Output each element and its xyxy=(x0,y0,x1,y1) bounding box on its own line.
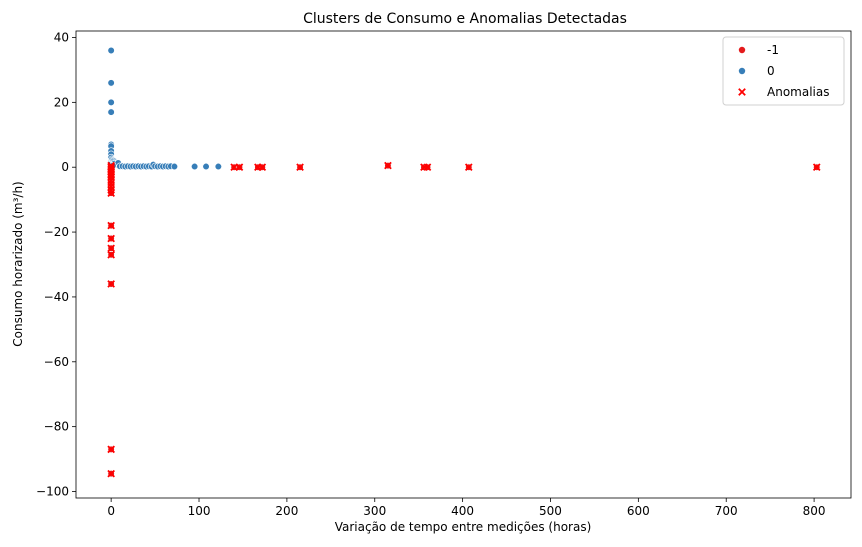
cluster-0-point xyxy=(214,162,222,171)
cluster-0-point xyxy=(107,46,115,55)
anomaly-marker-stroke xyxy=(107,445,115,454)
legend-marker-cluster-0 xyxy=(738,67,746,75)
data-points xyxy=(107,46,821,478)
plot-area xyxy=(75,30,852,499)
anomaly-marker xyxy=(107,234,115,243)
anomaly-marker xyxy=(296,163,304,172)
legend-label-cluster-0: 0 xyxy=(767,64,775,78)
anomaly-marker xyxy=(235,163,244,172)
anomaly-marker-stroke xyxy=(107,189,115,197)
x-axis: 0 100 200 300 400 500 600 700 800 xyxy=(107,498,826,518)
cluster-0-point xyxy=(170,162,179,171)
anomaly-marker-stroke xyxy=(812,163,821,172)
x-tick-label: 700 xyxy=(715,504,738,518)
x-tick-label: 500 xyxy=(539,504,562,518)
legend-x-marker-stroke xyxy=(738,88,746,96)
anomaly-marker-stroke xyxy=(107,250,115,259)
legend-label-anomalias: Anomalias xyxy=(767,85,829,99)
y-tick-label: −40 xyxy=(44,290,69,304)
cluster-0-point xyxy=(107,79,115,87)
anomaly-marker-stroke xyxy=(107,244,115,253)
chart-title: Clusters de Consumo e Anomalias Detectad… xyxy=(303,11,627,27)
x-tick-label: 800 xyxy=(803,504,826,518)
x-tick-label: 0 xyxy=(107,504,115,518)
anomaly-marker xyxy=(107,244,115,253)
anomaly-marker xyxy=(107,221,115,230)
anomaly-marker-stroke xyxy=(107,221,115,230)
anomaly-marker xyxy=(258,163,267,172)
cluster-0-point xyxy=(202,162,210,171)
x-tick-label: 400 xyxy=(451,504,474,518)
y-tick-label: −80 xyxy=(44,420,69,434)
anomaly-marker xyxy=(107,445,115,454)
y-tick-label: 40 xyxy=(54,30,69,44)
y-axis: −100 −80 −60 −40 −20 0 20 40 xyxy=(36,30,76,499)
anomaly-marker-stroke xyxy=(423,163,432,172)
anomaly-marker-stroke xyxy=(235,163,244,172)
legend-box xyxy=(722,36,845,106)
cluster-0-point xyxy=(191,162,199,171)
cluster-0-point xyxy=(107,108,115,116)
y-tick-label: 20 xyxy=(54,95,69,109)
anomaly-marker-stroke xyxy=(464,163,473,172)
anomaly-marker-stroke xyxy=(296,163,304,172)
anomaly-marker-stroke xyxy=(107,469,115,478)
y-tick-label: −60 xyxy=(44,355,69,369)
anomaly-marker-stroke xyxy=(384,161,392,170)
anomaly-marker xyxy=(384,161,392,170)
legend-x-marker xyxy=(738,88,746,96)
x-axis-label: Variação de tempo entre medições (horas) xyxy=(335,520,592,534)
anomaly-marker-stroke xyxy=(107,234,115,243)
x-tick-label: 600 xyxy=(627,504,650,518)
anomaly-marker-stroke xyxy=(107,280,115,288)
y-tick-label: 0 xyxy=(61,160,69,174)
anomaly-marker xyxy=(107,280,115,288)
y-axis-label: Consumo horarizado (m³/h) xyxy=(11,181,25,346)
legend-label-cluster-neg1: -1 xyxy=(767,43,779,57)
anomaly-marker xyxy=(107,189,115,197)
y-tick-label: −20 xyxy=(44,225,69,239)
anomaly-marker xyxy=(464,163,473,172)
cluster-0-point xyxy=(107,98,115,106)
anomaly-marker xyxy=(423,163,432,172)
anomaly-marker xyxy=(107,469,115,478)
legend-marker-cluster-neg1 xyxy=(738,46,746,54)
x-tick-label: 100 xyxy=(188,504,211,518)
anomaly-marker xyxy=(812,163,821,172)
y-tick-label: −100 xyxy=(36,485,69,499)
x-tick-label: 300 xyxy=(363,504,386,518)
legend: -1 0 Anomalias xyxy=(722,36,845,106)
anomaly-marker xyxy=(107,250,115,259)
anomaly-marker-stroke xyxy=(258,163,267,172)
legend-marker-anomalias xyxy=(738,88,746,96)
x-tick-label: 200 xyxy=(275,504,298,518)
